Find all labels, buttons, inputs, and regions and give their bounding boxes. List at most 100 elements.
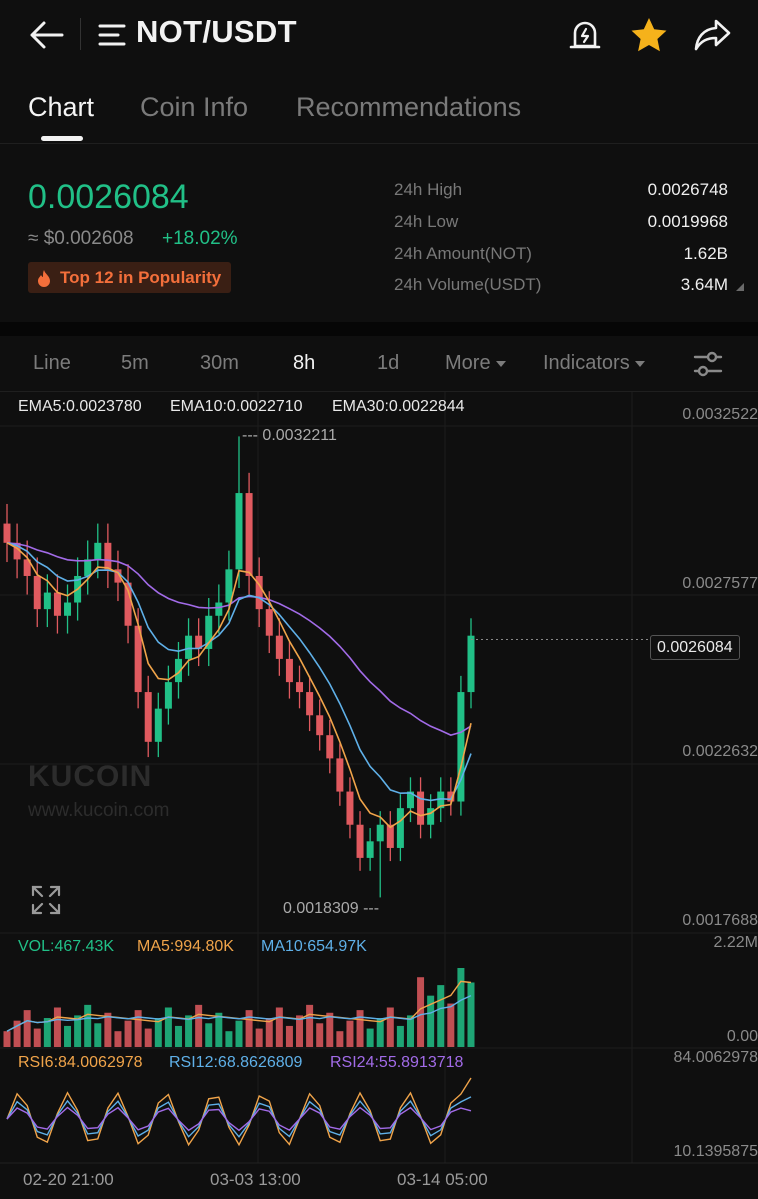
volume-bar xyxy=(326,1012,334,1047)
volume-bar xyxy=(406,1015,414,1047)
fire-icon xyxy=(38,269,50,287)
volume-axis-max: 2.22M xyxy=(713,934,758,951)
rsi24-label: RSI24:55.8913718 xyxy=(330,1054,464,1071)
volume-bar xyxy=(386,1007,394,1047)
volume-bar xyxy=(104,1012,112,1047)
interval-8h[interactable]: 8h xyxy=(293,352,316,374)
interval-30m[interactable]: 30m xyxy=(200,352,239,374)
candle-body xyxy=(94,542,102,560)
volume-bar xyxy=(255,1028,263,1047)
stat-label-24h-amount: 24h Amount(NOT) xyxy=(394,244,532,263)
stat-value-24h-volume[interactable]: 3.64M xyxy=(680,275,728,294)
candle-body xyxy=(326,735,334,759)
last-price: 0.0026084 xyxy=(28,178,189,216)
popularity-badge[interactable]: Top 12 in Popularity xyxy=(28,262,232,293)
ema30-line xyxy=(6,542,472,736)
active-tab-indicator xyxy=(41,136,83,141)
volume-bar xyxy=(215,1012,223,1047)
volume-bar xyxy=(316,1023,324,1047)
popularity-text: Top 12 in Popularity xyxy=(60,267,222,287)
candle-body xyxy=(164,682,172,709)
price-axis-tick: 0.0017688 xyxy=(682,912,758,929)
rsi6-label: RSI6:84.0062978 xyxy=(18,1054,143,1071)
candle-body xyxy=(427,808,435,825)
volume-bar xyxy=(185,1015,193,1047)
stat-value-24h-high: 0.0026748 xyxy=(647,180,728,199)
candle-body xyxy=(215,602,223,616)
volume-bar xyxy=(346,1020,354,1047)
back-arrow-icon[interactable] xyxy=(26,18,66,52)
rsi-axis-min: 10.1395875 xyxy=(673,1143,758,1160)
stat-expand-icon[interactable] xyxy=(736,283,744,291)
tab-recommendations[interactable]: Recommendations xyxy=(296,92,522,122)
candle-body xyxy=(174,658,182,683)
volume-bar xyxy=(53,1007,61,1047)
fullscreen-expand-icon[interactable] xyxy=(30,884,62,916)
indicators-label: Indicators xyxy=(543,352,630,374)
stat-value-24h-low: 0.0019968 xyxy=(647,212,728,231)
volume-bar xyxy=(195,1004,203,1047)
candle-body xyxy=(296,682,304,693)
candle-body xyxy=(366,841,374,858)
candle-body xyxy=(144,692,152,742)
candle-body xyxy=(356,824,364,858)
candle-body xyxy=(417,791,425,825)
interval-1d[interactable]: 1d xyxy=(377,352,400,374)
pair-title[interactable]: NOT/USDT xyxy=(136,14,297,49)
ema5-line xyxy=(6,542,472,829)
volume-bar xyxy=(164,1007,172,1047)
volume-bar xyxy=(396,1025,404,1047)
candle-body xyxy=(23,559,31,576)
interval-5m[interactable]: 5m xyxy=(121,352,149,374)
rsi-axis-max: 84.0062978 xyxy=(673,1049,758,1066)
current-price-tag: 0.0026084 xyxy=(650,635,740,660)
candle-body xyxy=(114,569,122,583)
candlestick-chart[interactable] xyxy=(0,392,758,1199)
volume-bar xyxy=(356,1010,364,1047)
rsi24-line xyxy=(6,1106,472,1132)
more-dropdown[interactable]: More xyxy=(445,352,506,375)
price-axis-tick: 0.0027577 xyxy=(682,575,758,592)
candle-body xyxy=(265,609,273,636)
favorite-star-icon[interactable] xyxy=(628,14,670,56)
volume-bar xyxy=(134,1010,142,1047)
candle-body xyxy=(285,658,293,683)
ema5-label: EMA5:0.0023780 xyxy=(18,398,142,415)
candle-body xyxy=(457,692,465,802)
candle-body xyxy=(467,635,475,693)
indicators-dropdown[interactable]: Indicators xyxy=(543,352,645,375)
candle-body xyxy=(195,635,203,649)
pair-menu-icon[interactable] xyxy=(98,22,126,48)
candle-body xyxy=(64,602,72,616)
volume-bar xyxy=(13,1020,21,1047)
volume-bar xyxy=(235,1020,243,1047)
candle-body xyxy=(84,559,92,576)
time-axis-label: 02-20 21:00 xyxy=(23,1170,114,1189)
more-label: More xyxy=(445,352,491,374)
volume-bar xyxy=(285,1025,293,1047)
price-alert-icon[interactable] xyxy=(566,16,604,54)
volume-axis-min: 0.00 xyxy=(726,1028,758,1045)
candle-body xyxy=(386,824,394,848)
candle-body xyxy=(33,575,41,610)
stat-label-24h-high: 24h High xyxy=(394,180,463,199)
chevron-down-icon xyxy=(634,360,645,367)
tab-coin-info[interactable]: Coin Info xyxy=(140,92,249,122)
price-axis-tick: 0.0022632 xyxy=(682,743,758,760)
volume-bar xyxy=(296,1015,304,1047)
candle-body xyxy=(376,824,384,842)
time-axis-label: 03-03 13:00 xyxy=(210,1170,301,1189)
interval-line[interactable]: Line xyxy=(33,352,71,374)
candle-body xyxy=(13,542,21,560)
candle-body xyxy=(437,791,445,809)
tab-chart[interactable]: Chart xyxy=(28,92,95,122)
volume-bar xyxy=(74,1015,82,1047)
volume-bar xyxy=(144,1028,152,1047)
chart-settings-icon[interactable] xyxy=(692,349,724,379)
candle-body xyxy=(346,791,354,825)
volume-bar xyxy=(205,1023,213,1047)
stat-value-24h-amount: 1.62B xyxy=(683,244,728,263)
share-icon[interactable] xyxy=(692,16,732,54)
volume-bar xyxy=(3,1031,11,1047)
volume-bar xyxy=(114,1031,122,1047)
